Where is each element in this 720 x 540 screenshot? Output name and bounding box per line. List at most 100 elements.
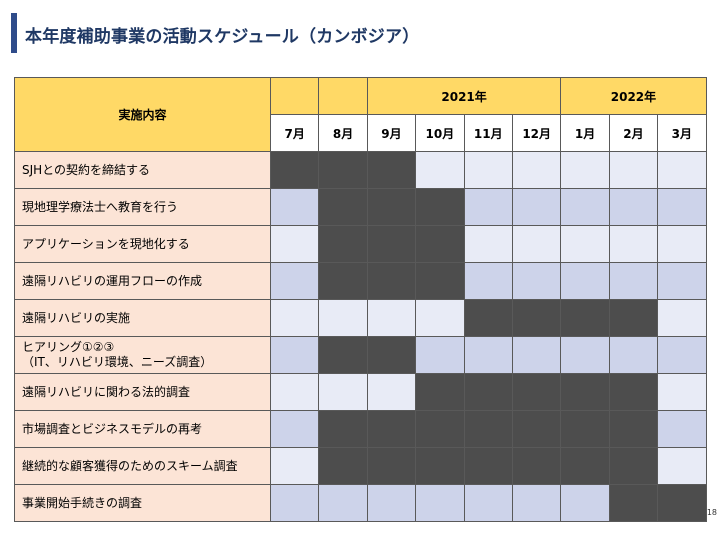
schedule-cell-active [657,484,707,522]
schedule-cell-active [463,373,513,411]
schedule-cell-active [318,410,368,448]
schedule-cell-active [318,262,368,300]
task-label-line: 遠隔リハビリの実施 [22,310,131,325]
month-header: 12月 [511,114,562,152]
schedule-cell-inactive [657,188,707,226]
schedule-cell-active [560,299,610,337]
schedule-cell-active [318,225,368,263]
schedule-cell-inactive [366,373,417,411]
table-row: 継続的な顧客獲得のためのスキーム調査 [14,447,707,485]
schedule-cell-active [463,410,513,448]
schedule-cell-inactive [657,336,707,374]
schedule-cell-active [560,447,610,485]
schedule-cell-active [511,373,562,411]
blank-year-cell [269,77,320,115]
schedule-cell-inactive [463,151,513,189]
year-header-2022: 2022年 [560,77,707,115]
table-row: 事業開始手続きの調査 [14,484,707,522]
schedule-cell-inactive [269,299,320,337]
schedule-cell-inactive [608,188,659,226]
schedule-cell-inactive [318,484,368,522]
month-header: 10月 [415,114,465,152]
schedule-cell-inactive [269,447,320,485]
schedule-cell-inactive [318,299,368,337]
schedule-cell-inactive [269,336,320,374]
schedule-cell-active [560,410,610,448]
schedule-cell-inactive [463,262,513,300]
schedule-cell-active [511,410,562,448]
schedule-cell-inactive [511,484,562,522]
schedule-cell-inactive [463,188,513,226]
schedule-cell-inactive [511,188,562,226]
schedule-cell-active [415,447,465,485]
schedule-cell-inactive [269,410,320,448]
task-label: SJHとの契約を締結する [14,151,271,189]
schedule-cell-inactive [657,410,707,448]
schedule-table: 実施内容 2021年 2022年 7月 8月 9月 10月 11月 12月 1月 2月 3月 S… [14,77,707,522]
page-number: 18 [706,508,717,517]
schedule-cell-inactive [560,262,610,300]
task-label: 継続的な顧客獲得のためのスキーム調査 [14,447,271,485]
schedule-cell-active [366,410,417,448]
schedule-cell-inactive [608,225,659,263]
schedule-cell-inactive [608,151,659,189]
schedule-cell-inactive [269,262,320,300]
task-label: 市場調査とビジネスモデルの再考 [14,410,271,448]
schedule-cell-active [511,299,562,337]
schedule-body: SJHとの契約を締結する 現地理学療法士へ教育を行う アプリケーションを現地化する遠… [14,151,707,522]
schedule-cell-inactive [560,188,610,226]
schedule-cell-inactive [511,262,562,300]
task-label-line: 現地理学療法士へ教育を行う [22,199,179,214]
schedule-cell-inactive [511,151,562,189]
table-row: 遠隔リハビリの実施 [14,299,707,337]
month-header: 9月 [366,114,417,152]
schedule-cell-active [415,188,465,226]
table-row: アプリケーションを現地化する [14,225,707,263]
schedule-cell-inactive [511,225,562,263]
table-row: 遠隔リハビリの運用フローの作成 [14,262,707,300]
month-header: 7月 [269,114,320,152]
table-row: 遠隔リハビリに関わる法的調査 [14,373,707,411]
task-label: 遠隔リハビリの運用フローの作成 [14,262,271,300]
task-label-line: ヒアリング①②③ [22,340,115,354]
task-label: アプリケーションを現地化する [14,225,271,263]
schedule-cell-inactive [657,299,707,337]
title-accent-bar [11,13,17,53]
schedule-cell-inactive [366,299,417,337]
month-header: 1月 [560,114,610,152]
table-row: ヒアリング①②③ （IT、リハビリ環境、ニーズ調査） [14,336,707,374]
schedule-cell-active [415,373,465,411]
schedule-cell-active [608,299,659,337]
month-header: 8月 [318,114,368,152]
schedule-cell-inactive [415,336,465,374]
schedule-cell-active [511,447,562,485]
task-column-header: 実施内容 [14,77,271,152]
schedule-cell-inactive [560,225,610,263]
schedule-cell-inactive [560,336,610,374]
month-header: 3月 [657,114,707,152]
schedule-cell-inactive [657,225,707,263]
schedule-cell-inactive [269,188,320,226]
schedule-cell-inactive [657,262,707,300]
task-label-line: 遠隔リハビリに関わる法的調査 [22,384,191,399]
schedule-cell-active [463,299,513,337]
task-label-line: 市場調査とビジネスモデルの再考 [22,421,203,436]
schedule-cell-active [318,188,368,226]
task-label: 遠隔リハビリに関わる法的調査 [14,373,271,411]
schedule-cell-inactive [560,484,610,522]
table-row: 現地理学療法士へ教育を行う [14,188,707,226]
schedule-cell-active [463,447,513,485]
task-label-line: 事業開始手続きの調査 [22,495,143,510]
schedule-cell-active [366,447,417,485]
task-label: 遠隔リハビリの実施 [14,299,271,337]
schedule-cell-active [415,262,465,300]
schedule-cell-inactive [657,151,707,189]
schedule-cell-inactive [463,225,513,263]
schedule-cell-active [415,225,465,263]
schedule-cell-inactive [560,151,610,189]
schedule-cell-inactive [415,484,465,522]
schedule-cell-inactive [657,447,707,485]
month-header: 11月 [463,114,513,152]
year-header-row: 実施内容 2021年 2022年 [14,77,707,152]
schedule-cell-active [608,484,659,522]
